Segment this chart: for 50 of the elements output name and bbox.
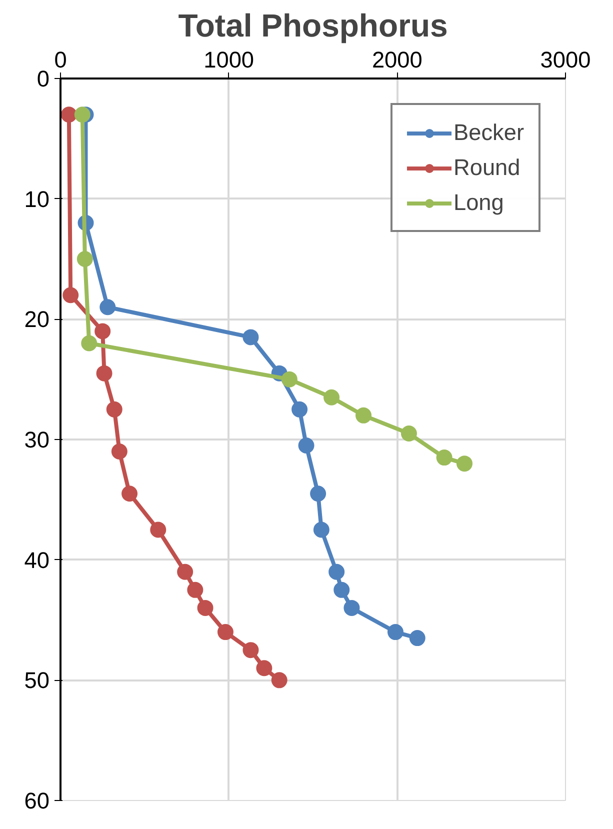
y-tick-label: 40	[24, 546, 50, 573]
point	[81, 335, 98, 352]
y-tick-label: 0	[36, 66, 50, 92]
point	[100, 299, 116, 316]
legend-label: Long	[453, 189, 504, 216]
point	[74, 106, 90, 123]
point	[292, 401, 308, 418]
point	[242, 642, 259, 658]
legend-label: Becker	[453, 119, 524, 146]
point	[217, 624, 234, 640]
x-tick-label: 3000	[540, 46, 591, 72]
point	[281, 371, 298, 388]
point	[96, 365, 112, 382]
legend-label: Round	[453, 154, 520, 181]
x-tick-label: 0	[54, 46, 67, 72]
y-tick-label: 30	[24, 426, 50, 452]
point	[111, 444, 128, 460]
x-tick-label: 2000	[372, 46, 422, 72]
x-tick-label: 1000	[204, 46, 254, 72]
point	[76, 251, 93, 267]
y-tick-label: 10	[24, 186, 50, 212]
point	[256, 660, 272, 676]
point	[62, 287, 79, 304]
point	[94, 323, 111, 340]
point	[197, 600, 214, 616]
point	[150, 522, 166, 538]
point	[60, 106, 77, 123]
point	[356, 407, 372, 424]
point	[310, 486, 326, 502]
point	[324, 389, 340, 406]
point	[271, 672, 288, 688]
point	[177, 564, 194, 580]
y-tick-label: 50	[24, 667, 50, 694]
y-tick-label: 20	[24, 306, 50, 332]
point	[409, 630, 426, 646]
point	[106, 401, 122, 418]
point	[400, 426, 417, 442]
y-tick-label: 60	[24, 788, 50, 814]
point	[242, 329, 259, 346]
point	[298, 438, 314, 454]
point	[328, 564, 345, 580]
point	[456, 456, 472, 472]
point	[387, 624, 404, 640]
point	[334, 582, 350, 598]
point	[344, 600, 360, 616]
point	[122, 486, 138, 502]
point	[313, 522, 330, 538]
point	[436, 450, 452, 466]
chart-title: Total Phosphorus	[178, 8, 448, 44]
point	[187, 582, 204, 598]
